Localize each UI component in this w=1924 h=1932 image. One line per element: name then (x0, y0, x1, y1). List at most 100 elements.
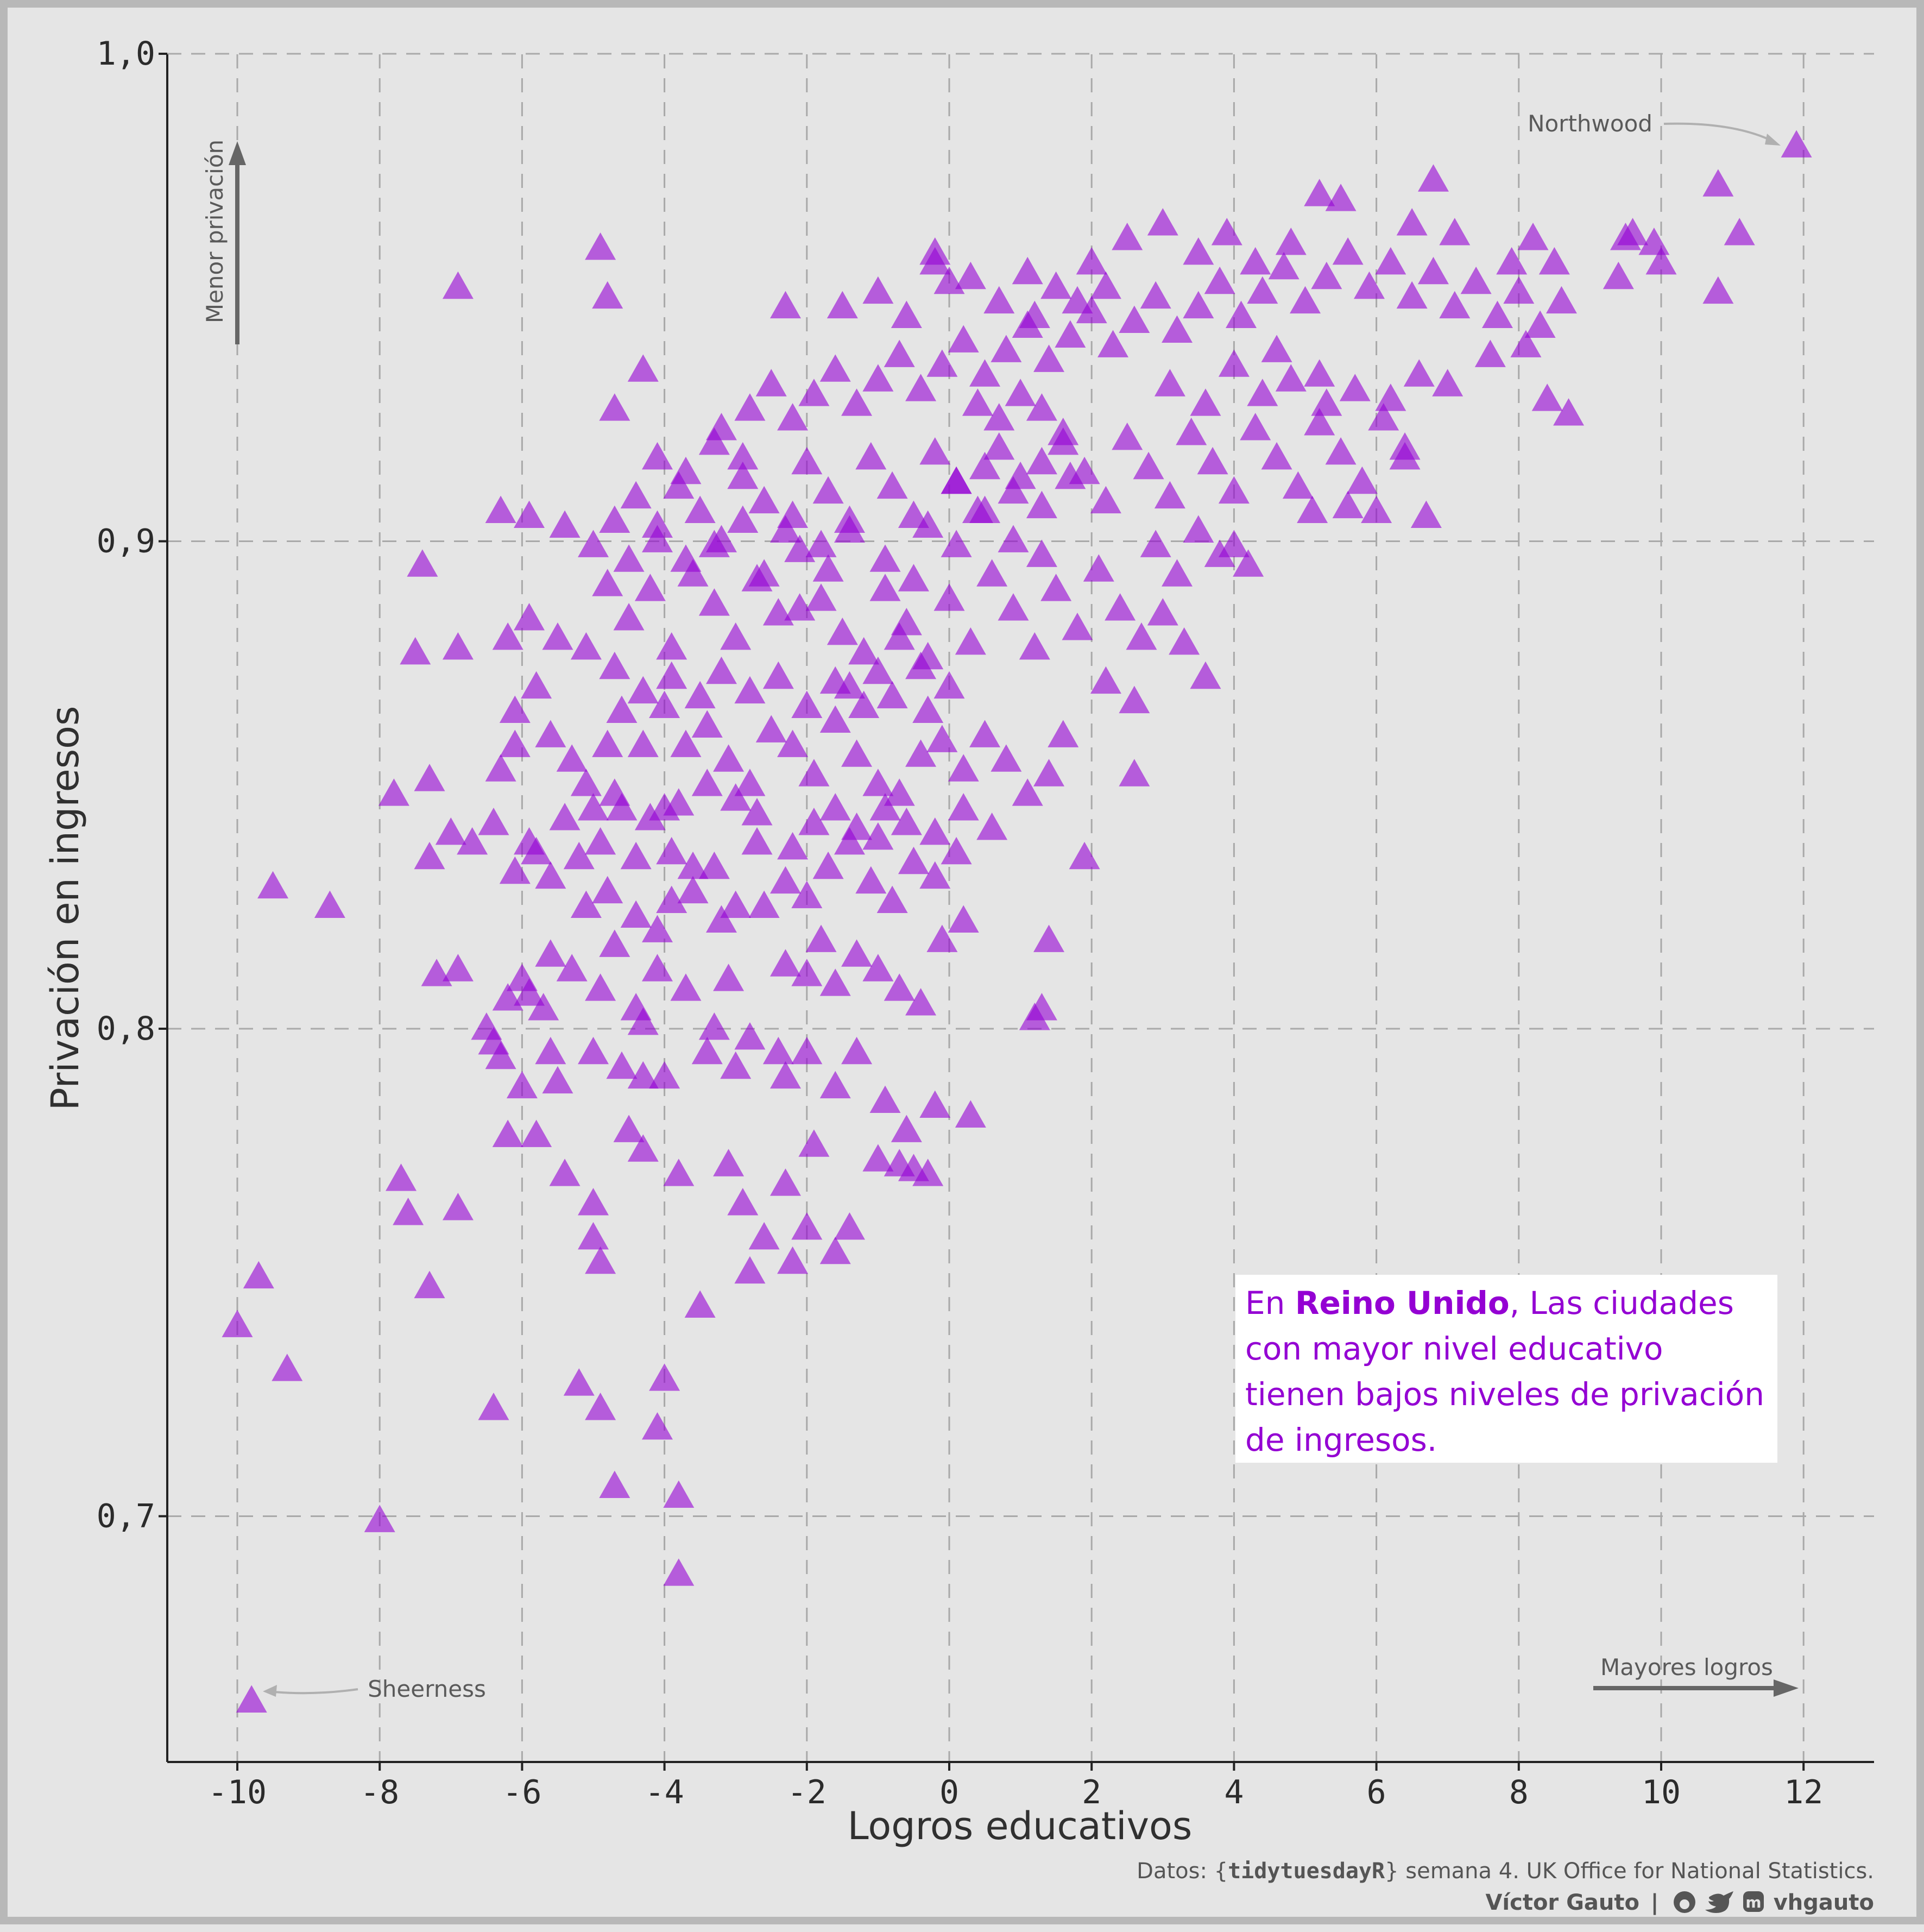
data-point (236, 1685, 267, 1713)
data-point (606, 793, 638, 821)
caption-package: tidytuesdayR (1228, 1859, 1385, 1884)
data-point (998, 525, 1029, 552)
data-point (1396, 281, 1428, 309)
data-point (1282, 471, 1314, 499)
data-point (884, 973, 915, 1001)
data-point (869, 793, 901, 821)
twitter-icon (1705, 1891, 1733, 1913)
data-point (1162, 559, 1193, 587)
data-point (727, 461, 759, 489)
data-point (998, 593, 1029, 621)
data-point (1481, 300, 1513, 329)
data-point (663, 471, 695, 499)
data-point (1702, 276, 1734, 304)
data-point (698, 851, 730, 879)
data-point (549, 803, 581, 830)
data-point (478, 1393, 509, 1420)
data-point (570, 890, 602, 918)
data-point (777, 403, 809, 431)
data-point (1197, 446, 1228, 475)
data-point (535, 720, 566, 747)
data-point (1517, 223, 1549, 250)
data-point (819, 793, 851, 821)
data-point (912, 695, 944, 723)
data-point (1218, 530, 1250, 557)
data-point (734, 769, 766, 796)
data-point (983, 432, 1015, 460)
data-point (1439, 218, 1471, 246)
data-point (891, 300, 922, 329)
data-point (414, 764, 445, 791)
data-point (1332, 490, 1364, 519)
data-point (1147, 208, 1178, 236)
data-point (1097, 330, 1129, 357)
data-point (905, 739, 937, 767)
data-point (1119, 305, 1150, 333)
data-point (798, 1129, 830, 1157)
data-point (1417, 164, 1449, 192)
mastodon-icon: m (1743, 1891, 1764, 1912)
data-point (834, 515, 865, 543)
data-point (663, 1558, 695, 1586)
data-point (812, 554, 844, 582)
data-point (656, 661, 687, 689)
data-point (592, 729, 623, 757)
northwood-arrow (1663, 122, 1776, 143)
axes (166, 54, 1874, 1763)
data-point (769, 291, 801, 319)
data-point (755, 715, 787, 742)
data-point (627, 729, 659, 757)
data-point (656, 836, 687, 865)
data-point (791, 446, 823, 475)
data-point (1112, 423, 1143, 450)
y-tick-label: 0,9 (97, 523, 155, 561)
data-point (535, 1036, 566, 1065)
data-point (948, 325, 979, 353)
caption-brace-close: } (1385, 1859, 1398, 1884)
data-point (549, 1159, 581, 1186)
insight-prefix: En (1245, 1285, 1295, 1321)
data-point (769, 515, 801, 543)
data-point (314, 890, 345, 918)
data-point (1724, 218, 1755, 246)
x-tick-label: -2 (787, 1773, 827, 1811)
data-point (862, 364, 894, 392)
data-point (1183, 291, 1214, 319)
tick-marks: -10 -8 -6 -4 -2 0 2 4 6 8 10 12 0,7 0,8 0,9 1,0 (97, 35, 1824, 1811)
data-point (969, 495, 1001, 524)
data-point (734, 393, 766, 421)
data-point (791, 690, 823, 719)
grid-lines (167, 53, 1874, 1762)
data-point (485, 754, 516, 782)
data-point (748, 1222, 780, 1250)
data-point (1076, 247, 1107, 275)
data-point (713, 964, 745, 991)
data-point (1033, 924, 1065, 952)
data-point (1247, 379, 1278, 406)
data-point (962, 388, 993, 416)
data-point (1781, 130, 1812, 158)
data-point (1019, 300, 1050, 329)
data-point (919, 247, 951, 275)
data-point (393, 1198, 424, 1225)
data-point (926, 349, 958, 377)
data-point (1055, 461, 1086, 489)
x-tick-label: -6 (502, 1773, 541, 1811)
data-point (1112, 223, 1143, 250)
data-point (1090, 666, 1121, 694)
data-point (471, 1012, 502, 1040)
data-point (869, 574, 901, 601)
data-point (457, 827, 488, 855)
data-point (698, 427, 730, 455)
data-point (599, 505, 630, 533)
data-point (478, 808, 509, 835)
data-point (798, 808, 830, 835)
data-point (1261, 335, 1292, 362)
data-point (627, 354, 659, 382)
data-point (827, 291, 858, 319)
data-point (777, 832, 809, 860)
data-point (1361, 495, 1392, 524)
data-point (741, 827, 773, 855)
data-point (1346, 466, 1378, 494)
